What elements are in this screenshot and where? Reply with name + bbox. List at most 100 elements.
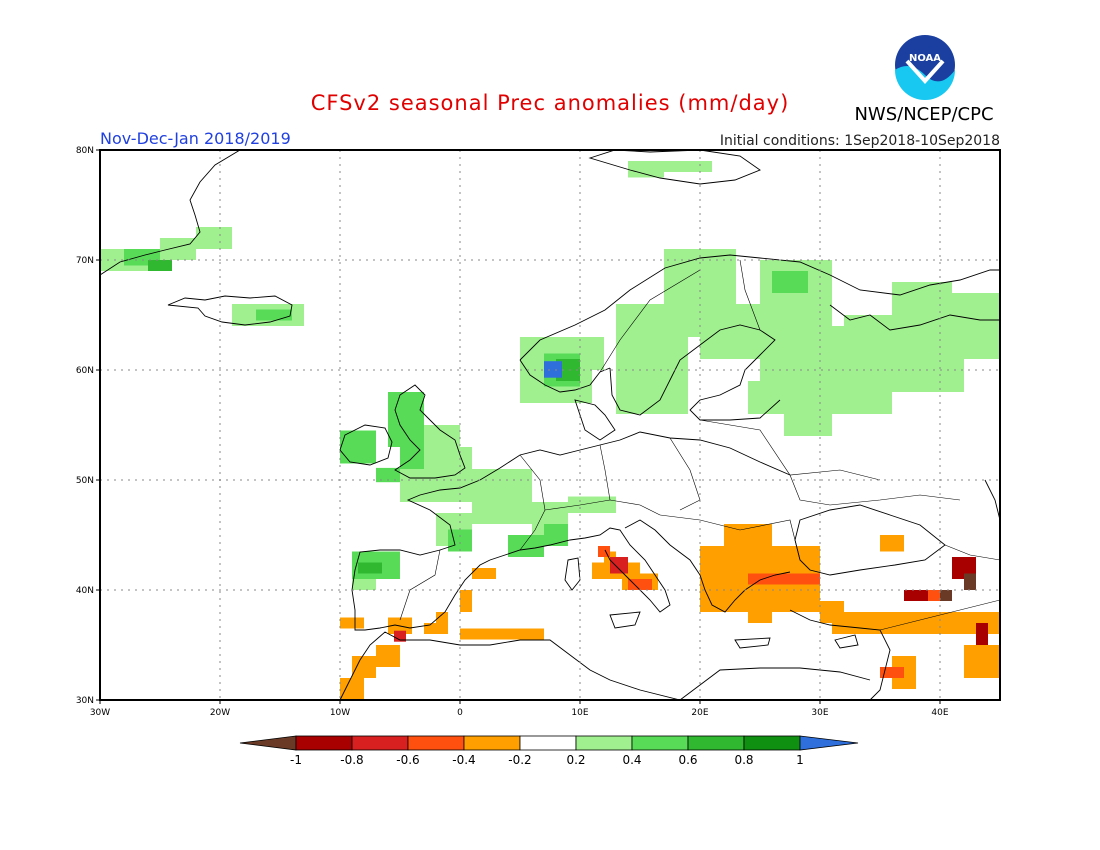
anomaly-cell	[256, 309, 292, 321]
anomaly-cell	[544, 361, 562, 378]
colorbar-swatch	[407, 735, 465, 751]
map-area: 30W 20W 10W 0 10E 20E 30E 40E 30N 40N 50N 60N 70N 80N	[76, 146, 1001, 718]
lat-tick-label: 50N	[76, 476, 94, 486]
anomaly-region-france-moderate	[448, 524, 568, 557]
anomaly-cell	[940, 612, 1000, 634]
noaa-logo-text: NOAA	[909, 53, 941, 64]
lat-tick-label: 30N	[76, 696, 94, 706]
colorbar-over-triangle	[799, 735, 859, 751]
colorbar-label: -1	[290, 753, 302, 767]
border-finland-russia	[739, 259, 761, 331]
anomaly-cell	[340, 678, 364, 700]
anomaly-region-italy-strong	[610, 557, 628, 574]
anomaly-cell	[460, 628, 544, 640]
colorbar-label: 0.6	[678, 753, 697, 767]
anomaly-cell	[448, 529, 472, 552]
anomaly-cell	[376, 645, 400, 667]
denmark-coast	[574, 399, 616, 441]
anomaly-cell	[976, 623, 988, 645]
anomaly-cell	[496, 469, 532, 486]
colorbar-under-triangle	[239, 735, 297, 751]
colorbar-swatch	[743, 735, 801, 751]
border-caucasus	[944, 544, 1001, 561]
anomaly-region-svalbard	[628, 161, 712, 178]
noaa-logo: NOAA	[895, 35, 955, 100]
coastlines	[99, 149, 1001, 701]
anomaly-cell	[628, 161, 664, 178]
map-background	[100, 150, 1000, 700]
anomaly-cell	[628, 579, 652, 590]
colorbar-swatch	[463, 735, 521, 751]
anomaly-cell	[340, 430, 376, 464]
lat-tick-label: 40N	[76, 586, 94, 596]
border-alps	[544, 499, 661, 516]
anomaly-cell	[472, 568, 496, 579]
border-poland-east	[669, 437, 701, 511]
country-borders	[399, 259, 1001, 631]
anomaly-cell	[358, 562, 382, 574]
anomaly-cell	[436, 612, 448, 623]
gridlines	[100, 150, 1000, 700]
ireland-coast	[339, 424, 393, 466]
colorbar-label: 0.4	[622, 753, 641, 767]
anomaly-cell	[424, 425, 460, 469]
adriatic-coast	[624, 519, 791, 613]
lon-tick-label: 30E	[811, 708, 828, 718]
anomaly-cell	[880, 535, 904, 552]
iceland-coast	[167, 295, 293, 326]
anomaly-cell	[394, 630, 406, 642]
anomaly-region-norway-over	[544, 361, 562, 378]
greenland-coast	[99, 149, 241, 276]
anomaly-cell	[964, 645, 1000, 678]
border-balkans	[659, 514, 801, 561]
anomaly-cell	[748, 573, 796, 585]
colorbar-swatch	[519, 735, 577, 751]
anomaly-cell	[736, 557, 772, 568]
anomaly-cell	[340, 617, 364, 629]
anomaly-cell	[892, 282, 952, 359]
anomaly-region-british-isles-light	[424, 425, 472, 469]
norway-south-coast	[519, 359, 611, 393]
anomaly-cell	[352, 656, 376, 678]
anomaly-cell	[424, 623, 448, 634]
anomaly-cell	[196, 227, 232, 249]
anomaly-cell	[748, 612, 772, 623]
med-north-coast	[489, 527, 671, 613]
anomaly-region-greenland-strong	[148, 260, 172, 271]
anomaly-cell	[610, 557, 628, 574]
period-label: Nov-Dec-Jan 2018/2019	[100, 129, 291, 148]
colorbar-label: -0.2	[508, 753, 531, 767]
anomaly-cell	[460, 447, 472, 469]
border-norway-sweden	[599, 269, 701, 373]
colorbar-label: -0.4	[452, 753, 475, 767]
lat-tick-label: 80N	[76, 146, 94, 156]
lon-tick-label: 0	[457, 708, 463, 718]
britain-coast	[394, 384, 466, 479]
colorbar-label: 1	[796, 753, 804, 767]
initial-conditions-label: Initial conditions: 1Sep2018-10Sep2018	[720, 133, 1000, 149]
anomaly-cell	[904, 590, 928, 601]
border-germany-poland	[599, 444, 611, 501]
map-title: CFSv2 seasonal Prec anomalies (mm/day)	[311, 91, 790, 115]
border-russia-ukraine	[789, 474, 961, 506]
anomaly-cell	[598, 546, 610, 557]
colorbar-swatch	[575, 735, 633, 751]
north-africa-coast	[339, 631, 871, 701]
anomaly-cell	[664, 161, 712, 172]
sicily-coast	[609, 611, 641, 629]
anomaly-cell	[160, 238, 196, 260]
svalbard-coast	[588, 149, 761, 185]
caspian-coast	[984, 479, 1001, 521]
cyprus-coast	[834, 634, 859, 649]
crete-coast	[734, 637, 771, 649]
colorbar-swatch	[295, 735, 353, 751]
colorbar-label: -0.6	[396, 753, 419, 767]
anomaly-cell	[796, 573, 820, 585]
anomaly-cell	[544, 524, 568, 546]
colorbar-swatch	[687, 735, 745, 751]
anomaly-cell	[772, 271, 808, 293]
lon-tick-label: 20W	[210, 708, 230, 718]
anomaly-cell	[400, 469, 472, 502]
lon-tick-label: 30W	[90, 708, 110, 718]
